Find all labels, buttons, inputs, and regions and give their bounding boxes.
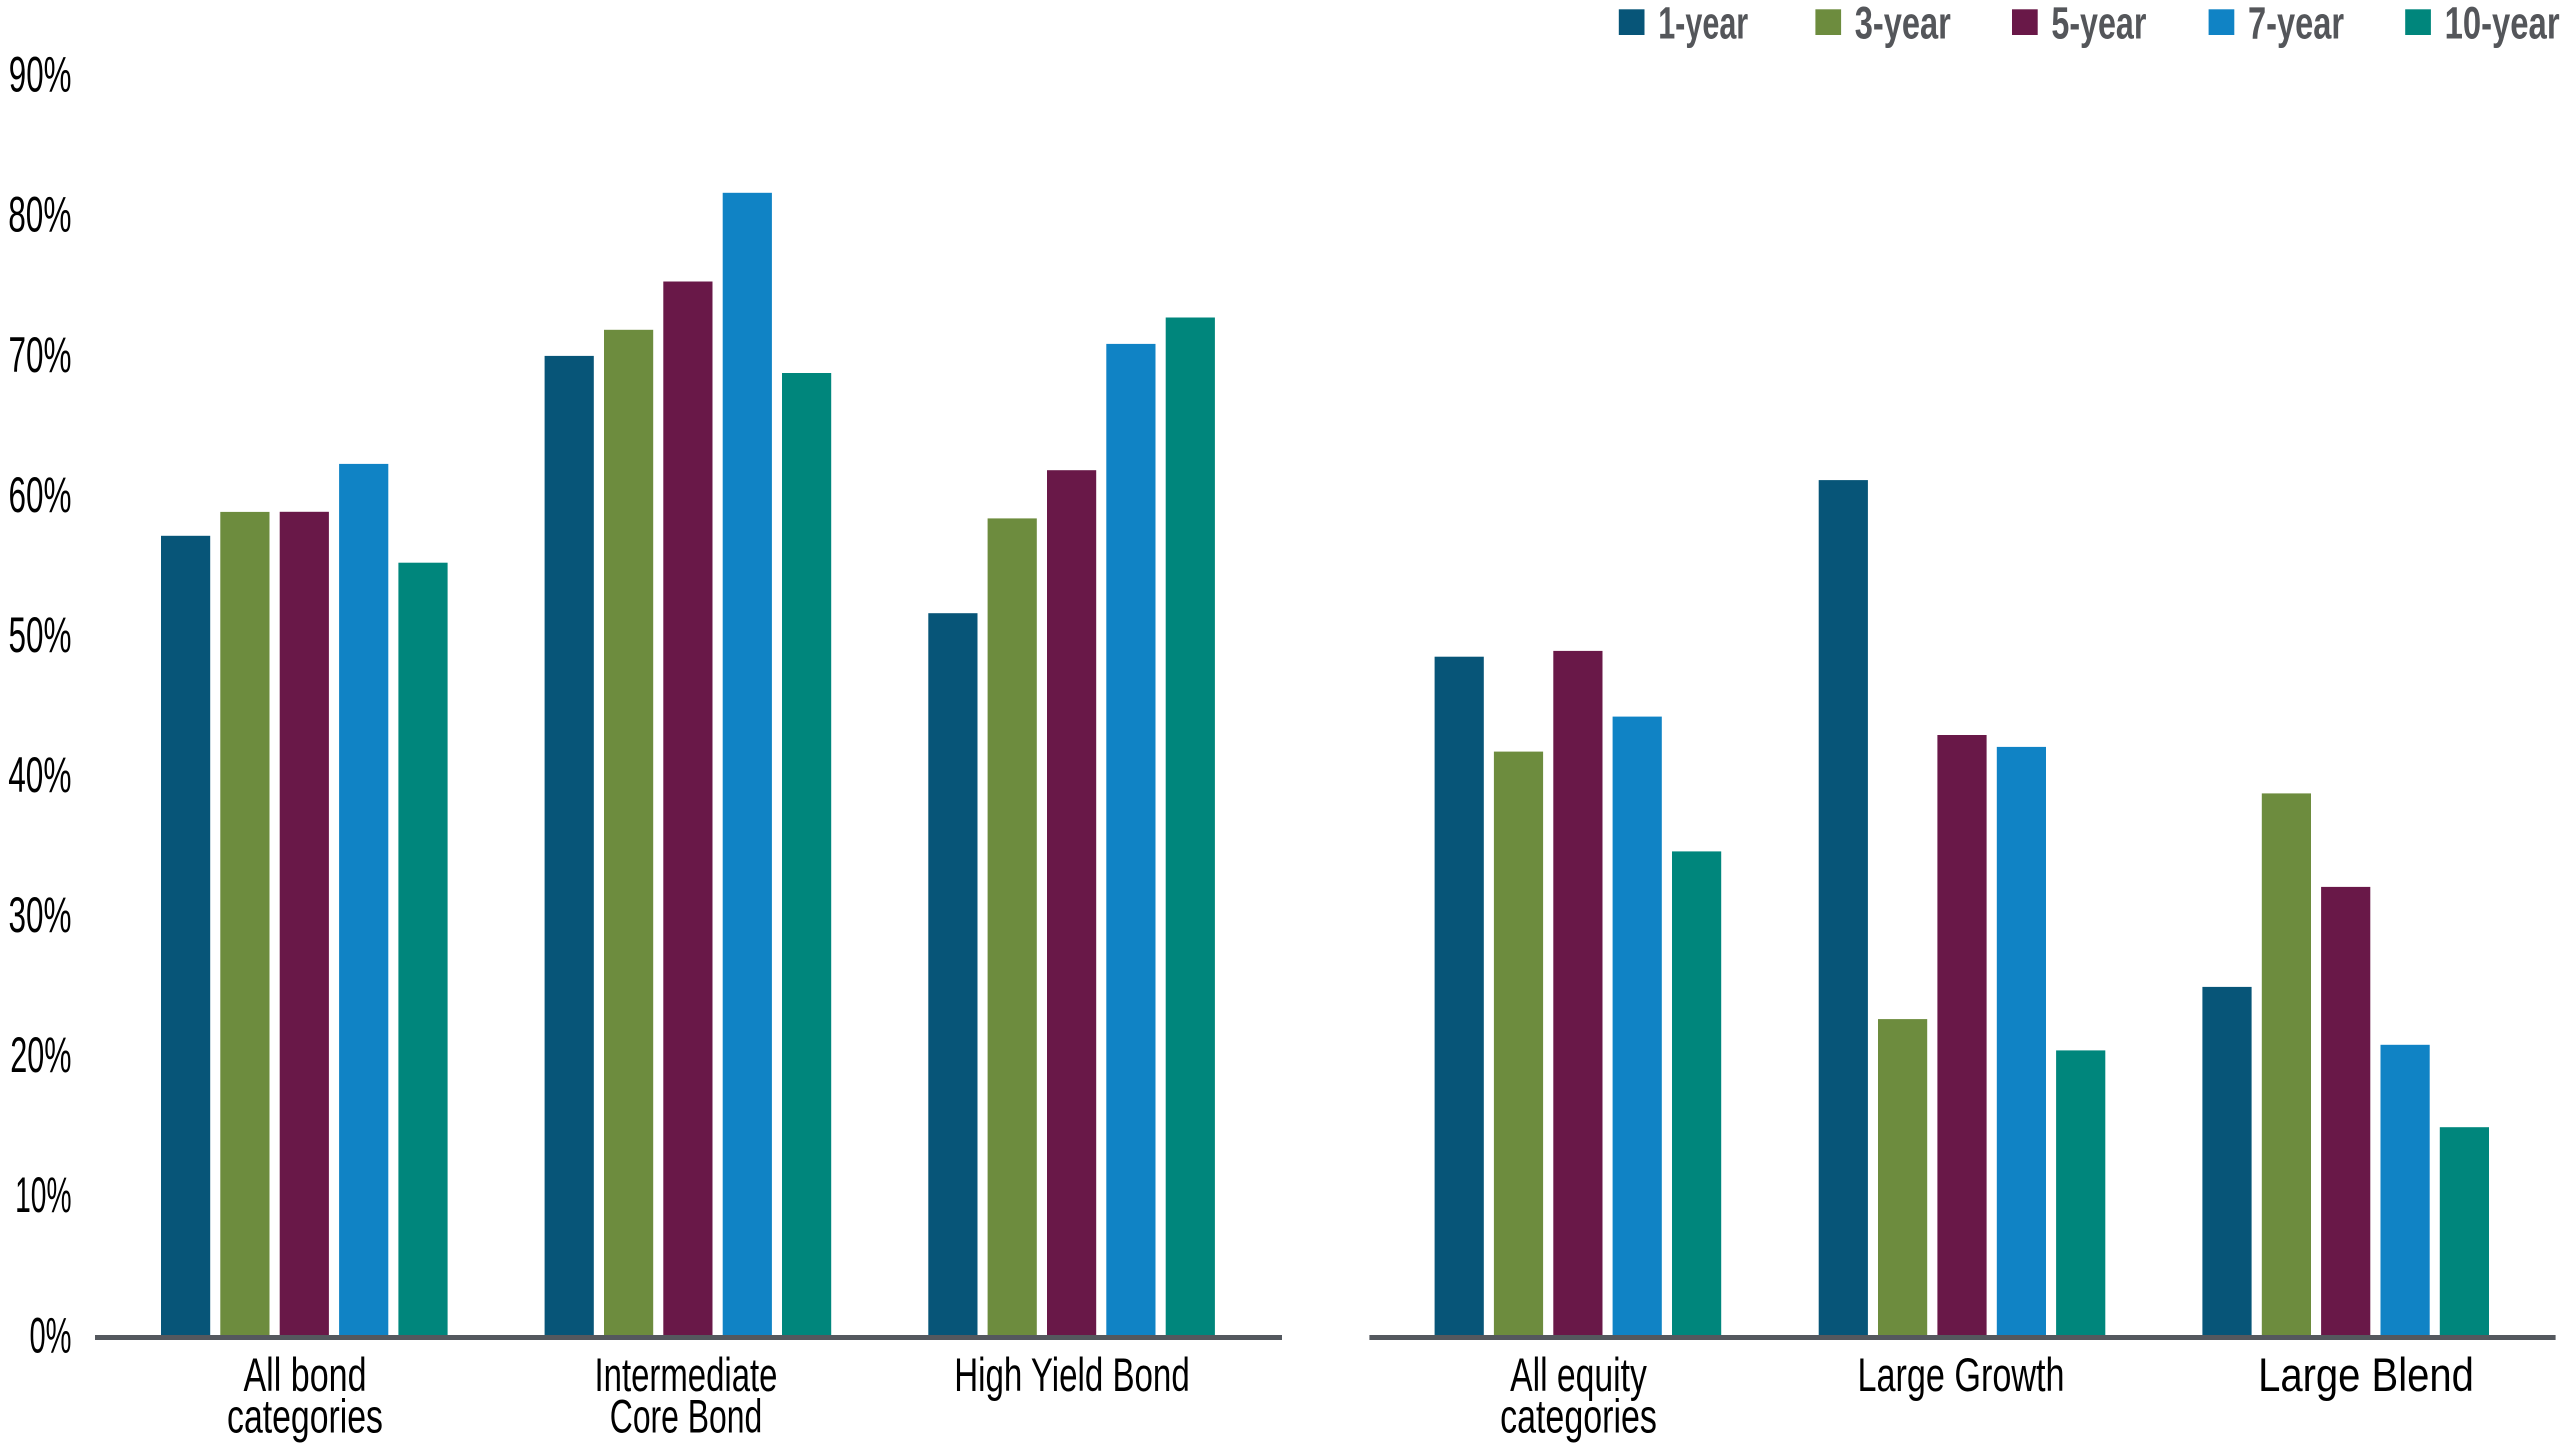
svg-text:40%: 40% — [8, 747, 71, 803]
svg-text:80%: 80% — [8, 187, 71, 243]
svg-text:categories: categories — [1500, 1390, 1657, 1443]
svg-text:30%: 30% — [9, 887, 72, 943]
svg-text:10-year: 10-year — [2445, 0, 2560, 48]
svg-text:1-year: 1-year — [1658, 0, 1748, 48]
svg-text:10%: 10% — [15, 1167, 71, 1223]
svg-text:60%: 60% — [9, 467, 72, 523]
svg-text:90%: 90% — [9, 47, 72, 103]
svg-text:Intermediate: Intermediate — [595, 1348, 778, 1401]
svg-text:High Yield Bond: High Yield Bond — [954, 1348, 1190, 1401]
svg-text:70%: 70% — [9, 327, 72, 383]
svg-text:All bond: All bond — [243, 1348, 366, 1401]
svg-text:All equity: All equity — [1510, 1348, 1647, 1401]
svg-text:Large Growth: Large Growth — [1857, 1348, 2064, 1401]
svg-text:50%: 50% — [9, 607, 72, 663]
svg-text:0%: 0% — [30, 1307, 72, 1363]
svg-text:20%: 20% — [10, 1027, 71, 1083]
svg-text:categories: categories — [227, 1390, 383, 1443]
svg-text:7-year: 7-year — [2248, 0, 2344, 48]
svg-text:5-year: 5-year — [2051, 0, 2146, 48]
svg-text:3-year: 3-year — [1855, 0, 1951, 48]
svg-text:Large Blend: Large Blend — [2258, 1348, 2474, 1401]
svg-text:Core Bond: Core Bond — [610, 1390, 762, 1443]
